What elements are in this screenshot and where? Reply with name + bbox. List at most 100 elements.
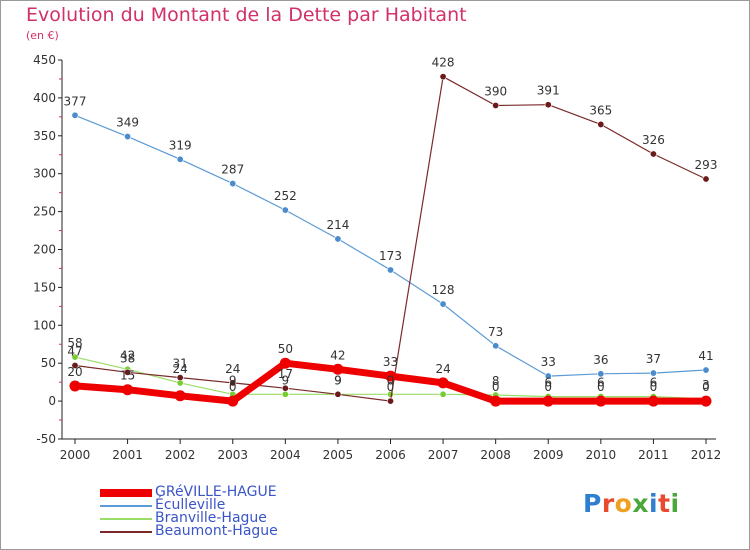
data-label: 0 [492, 380, 500, 394]
series-line-3 [74, 76, 707, 402]
data-label: 15 [120, 369, 135, 383]
data-label: 24 [173, 362, 188, 376]
legend-swatch [100, 531, 152, 533]
y-tick-label: 250 [33, 205, 56, 219]
chart-subtitle: (en €) [26, 29, 59, 42]
data-label: 6 [597, 376, 605, 390]
data-label: 391 [537, 84, 560, 98]
series-point-0 [490, 395, 502, 407]
data-label: 0 [544, 380, 552, 394]
logo-letter: o [614, 489, 633, 518]
series-point-1 [124, 133, 132, 141]
series-point-1 [439, 300, 447, 308]
data-label: 3 [702, 378, 710, 392]
chart-title: Evolution du Montant de la Dette par Hab… [26, 4, 467, 26]
series-point-0 [385, 370, 396, 382]
data-label: 24 [225, 362, 240, 376]
series-point-1 [702, 366, 710, 374]
data-label: 42 [120, 348, 135, 362]
data-label: 0 [229, 380, 237, 394]
series-point-0 [542, 395, 554, 407]
data-label: 58 [67, 336, 82, 350]
data-label: 365 [589, 103, 612, 117]
data-label: 128 [432, 283, 455, 297]
data-label: 0 [387, 373, 395, 387]
data-label: 47 [67, 344, 82, 358]
data-label: 6 [650, 376, 658, 390]
data-label: 377 [64, 94, 87, 108]
x-tick-label: 2007 [428, 448, 459, 462]
y-tick-label: 400 [33, 91, 56, 105]
x-tick-label: 2005 [323, 448, 354, 462]
y-tick-label: -50 [36, 432, 56, 446]
series-point-0 [227, 395, 239, 407]
series-point-0 [437, 377, 449, 389]
data-label: 6 [544, 376, 552, 390]
y-tick-label: 450 [33, 53, 56, 67]
legend-label: Branville-Hague [155, 510, 267, 526]
series-point-0 [174, 390, 186, 402]
y-tick-label: 200 [33, 243, 56, 257]
data-label: 214 [326, 218, 349, 232]
series-point-2 [281, 390, 289, 398]
x-tick-label: 2010 [586, 448, 617, 462]
x-tick-label: 2003 [217, 448, 248, 462]
y-tick-label: 0 [48, 394, 56, 408]
x-tick-label: 2012 [691, 448, 722, 462]
logo-letter: r [601, 489, 615, 518]
data-label: 24 [435, 362, 450, 376]
data-label: 287 [221, 163, 244, 177]
data-label: 37 [646, 352, 661, 366]
data-label: 36 [593, 353, 608, 367]
x-tick-label: 2008 [480, 448, 511, 462]
x-tick-label: 2004 [270, 448, 301, 462]
data-label: 428 [432, 56, 455, 70]
data-label: 9 [282, 373, 290, 387]
x-tick-label: 2002 [165, 448, 196, 462]
series-point-1 [649, 369, 657, 377]
legend-label: Éculleville [155, 497, 226, 513]
series-point-0 [700, 395, 712, 407]
logo-letter: i [649, 489, 659, 518]
series-point-1 [334, 235, 342, 243]
logo-letter: i [670, 489, 680, 518]
data-label: 33 [383, 355, 398, 369]
series-point-0 [122, 384, 134, 396]
data-label: 8 [492, 374, 500, 388]
series-point-0 [647, 395, 659, 407]
data-label: 9 [334, 373, 342, 387]
data-label: 0 [650, 380, 658, 394]
legend-swatch [100, 505, 152, 507]
series-point-1 [281, 206, 289, 214]
series-point-1 [71, 111, 79, 119]
series-point-3 [229, 379, 237, 387]
series-point-3 [71, 361, 79, 369]
data-label: 0 [702, 380, 710, 394]
data-label: 33 [541, 355, 556, 369]
series-point-3 [176, 374, 184, 382]
series-point-0 [69, 380, 81, 392]
x-tick-label: 2006 [375, 448, 406, 462]
series-point-3 [544, 101, 552, 109]
y-tick-label: 300 [33, 167, 56, 181]
series-point-3 [649, 150, 657, 158]
series-point-0 [332, 363, 344, 375]
series-point-2 [71, 353, 79, 361]
data-label: 173 [379, 249, 402, 263]
data-label: 20 [67, 365, 82, 379]
series-point-1 [229, 180, 237, 188]
series-point-1 [386, 266, 394, 274]
series-point-1 [176, 155, 184, 163]
data-label: 349 [116, 116, 139, 130]
legend-label: GRéVILLE-HAGUE [155, 484, 277, 500]
legend-swatch [100, 518, 152, 520]
data-label: 252 [274, 189, 297, 203]
series-point-3 [281, 384, 289, 392]
data-label: 31 [173, 357, 188, 371]
series-point-0 [279, 357, 291, 369]
series-point-3 [492, 101, 500, 109]
data-label: 9 [334, 373, 342, 387]
logo-letter: x [632, 489, 649, 518]
series-point-3 [597, 120, 605, 128]
